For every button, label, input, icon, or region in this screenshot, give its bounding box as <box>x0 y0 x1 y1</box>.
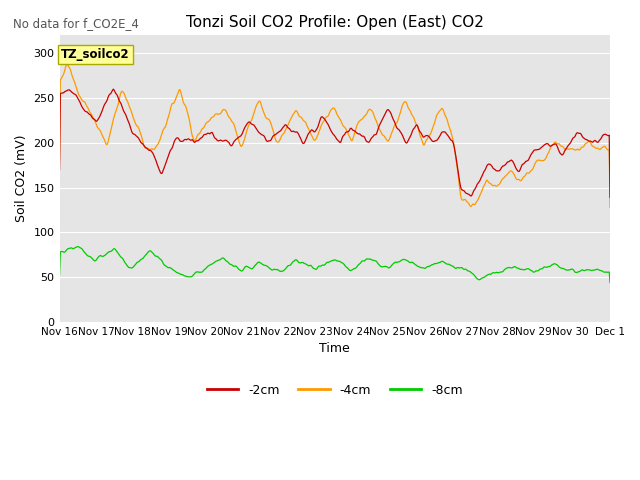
Text: TZ_soilco2: TZ_soilco2 <box>61 48 130 61</box>
Y-axis label: Soil CO2 (mV): Soil CO2 (mV) <box>15 135 28 222</box>
Text: No data for f_CO2E_4: No data for f_CO2E_4 <box>13 17 139 30</box>
Legend: -2cm, -4cm, -8cm: -2cm, -4cm, -8cm <box>202 379 468 402</box>
X-axis label: Time: Time <box>319 342 350 355</box>
Title: Tonzi Soil CO2 Profile: Open (East) CO2: Tonzi Soil CO2 Profile: Open (East) CO2 <box>186 15 484 30</box>
